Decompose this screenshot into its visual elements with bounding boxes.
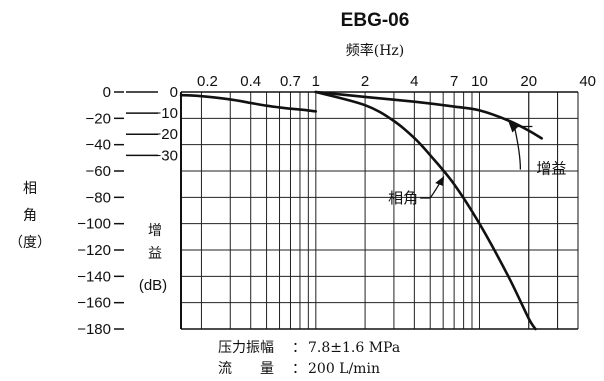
- gain-curve: [179, 93, 318, 113]
- x-tick-label: 2: [361, 73, 369, 90]
- x-axis-label: 频率(Hz): [346, 42, 405, 59]
- phase-axis-label-line-3: （度）: [9, 235, 51, 251]
- series: [179, 90, 543, 331]
- phase-annotation-leader: [429, 181, 441, 199]
- x-tick-label: 1: [312, 73, 320, 90]
- x-tick-label: 10: [471, 73, 488, 90]
- note-pressure-colon: ：: [292, 340, 306, 356]
- phase-annotation-arrowhead: [435, 176, 445, 186]
- phase-tick-label: −120: [77, 242, 111, 259]
- gain-tick-label: 0: [170, 84, 178, 101]
- x-tick-label: 20: [520, 73, 537, 90]
- phase-tick-label: −160: [77, 295, 111, 312]
- x-tick-label: 4: [410, 73, 418, 90]
- phase-axis-label-line-2: 角: [23, 208, 37, 224]
- chart-title: EBG-06: [341, 10, 410, 31]
- phase-tick-label: −140: [77, 268, 111, 285]
- note-pressure-label: 压力振幅: [218, 340, 274, 356]
- phase-tick-label: −180: [77, 321, 111, 338]
- gain-tick-label: −10: [153, 105, 178, 122]
- note-flow-colon: ：: [292, 361, 306, 377]
- phase-annotation-label: 相角: [388, 189, 418, 207]
- gain-tick-labels: 0 −10 −20 −30: [126, 84, 178, 164]
- phase-tick-label: 0: [103, 84, 111, 101]
- phase-axis-label: 相 角 （度）: [9, 181, 51, 251]
- x-tick-label: 7: [450, 73, 458, 90]
- gain-annotation-arrowhead: [508, 121, 520, 133]
- gain-curve: [314, 90, 543, 140]
- x-tick-labels: 0.2 0.4 0.7 1 2 4 7 10 20 40: [197, 73, 596, 90]
- gain-annotation-label: 增益: [536, 160, 566, 178]
- phase-tick-label: −60: [86, 163, 111, 180]
- gain-axis-unit: (dB): [139, 277, 167, 294]
- x-tick-label: 40: [579, 73, 596, 90]
- phase-tick-label: −40: [86, 137, 111, 154]
- note-flow-label: 流 量: [218, 361, 274, 377]
- gain-tick-label: −20: [153, 126, 178, 143]
- phase-axis-label-line-1: 相: [23, 181, 37, 197]
- gain-axis-label-line-1: 增: [148, 223, 162, 239]
- gain-tick-label: −30: [153, 147, 178, 164]
- x-tick-label: 0.2: [197, 73, 218, 90]
- phase-tick-labels: 0 −20 −40 −60 −80 −100 −120 −140 −160 −180: [77, 84, 124, 338]
- gain-axis-label-line-2: 益: [148, 246, 162, 262]
- test-conditions: 压力振幅 ： 7.8±1.6 MPa 流 量 ： 200 L/min: [218, 340, 400, 377]
- phase-tick-label: −80: [86, 189, 111, 206]
- phase-curve: [314, 90, 537, 331]
- phase-tick-label: −20: [86, 110, 111, 127]
- note-pressure-value: 7.8±1.6 MPa: [308, 340, 400, 356]
- grid: [181, 91, 579, 330]
- plot-frame: [180, 91, 579, 330]
- gain-annotation-leader: [513, 125, 533, 170]
- note-flow-value: 200 L/min: [308, 361, 380, 377]
- phase-tick-label: −100: [77, 216, 111, 233]
- x-tick-label: 0.4: [240, 73, 261, 90]
- gain-axis-label: 增 益 (dB): [139, 223, 167, 294]
- x-tick-label: 0.7: [280, 73, 301, 90]
